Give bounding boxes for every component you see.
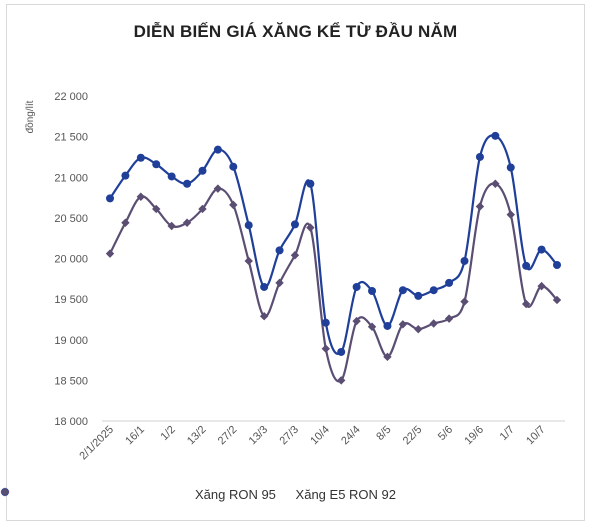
y-tick-label: 19 000 xyxy=(54,335,88,347)
data-point-e5ron92 xyxy=(444,314,454,323)
data-point-e5ron92 xyxy=(259,311,269,321)
data-point-e5ron92 xyxy=(552,295,562,305)
data-point-e5ron92 xyxy=(337,376,346,385)
data-point-e5ron92 xyxy=(167,221,176,231)
y-tick-label: 21 000 xyxy=(54,172,88,184)
y-tick-label: 18 000 xyxy=(54,416,88,428)
y-tick-label: 20 500 xyxy=(54,213,88,225)
x-tick-label: 16/1 xyxy=(123,424,147,448)
x-tick-label: 19/6 xyxy=(462,424,486,448)
data-point-e5ron92 xyxy=(213,184,223,193)
x-tick-label: 27/3 xyxy=(277,424,301,448)
legend: Xăng RON 95 Xăng E5 RON 92 xyxy=(0,487,591,502)
data-point-e5ron92 xyxy=(105,249,115,258)
y-tick-label: 21 500 xyxy=(54,132,88,144)
data-point-ron95 xyxy=(136,153,145,162)
legend-diamond-marker xyxy=(0,487,10,497)
data-point-ron95 xyxy=(414,291,423,300)
data-point-ron95 xyxy=(275,246,284,255)
data-point-e5ron92 xyxy=(537,281,546,291)
x-tick-label: 5/6 xyxy=(436,424,455,443)
series-line-ron95 xyxy=(109,134,558,355)
legend-item-ron95[interactable]: Xăng RON 95 xyxy=(1,487,276,502)
data-point-ron95 xyxy=(106,194,114,203)
data-point-ron95 xyxy=(321,318,330,327)
data-point-e5ron92 xyxy=(290,251,300,260)
data-point-ron95 xyxy=(429,286,438,295)
data-point-ron95 xyxy=(152,160,161,169)
y-tick-label: 22 000 xyxy=(54,91,88,103)
data-point-ron95 xyxy=(383,321,392,330)
data-point-ron95 xyxy=(352,282,361,291)
data-point-e5ron92 xyxy=(398,320,408,329)
x-tick-label: 22/5 xyxy=(401,424,425,448)
data-point-e5ron92 xyxy=(414,324,423,334)
x-axis-ticks: 2/1/2025 16/1 1/2 13/2 27/2 13/3 27/3 10/4 24/4 8… xyxy=(77,424,547,463)
data-point-ron95 xyxy=(183,179,192,188)
data-point-ron95 xyxy=(229,162,238,171)
data-point-ron95 xyxy=(460,256,469,265)
x-tick-label: 27/2 xyxy=(216,424,240,448)
data-point-ron95 xyxy=(491,131,500,140)
data-point-e5ron92 xyxy=(244,256,253,266)
data-point-ron95 xyxy=(260,282,269,291)
y-tick-label: 20 000 xyxy=(54,254,88,266)
data-point-e5ron92 xyxy=(367,322,377,331)
data-point-e5ron92 xyxy=(121,218,130,227)
x-tick-label: 1/7 xyxy=(498,424,517,443)
data-point-e5ron92 xyxy=(506,210,515,219)
x-tick-label: 10/4 xyxy=(308,424,332,448)
data-point-e5ron92 xyxy=(383,352,392,362)
data-point-e5ron92 xyxy=(275,278,284,288)
data-point-ron95 xyxy=(445,278,454,287)
data-point-ron95 xyxy=(368,287,377,295)
data-point-e5ron92 xyxy=(136,192,146,201)
x-tick-label: 13/2 xyxy=(185,424,209,448)
x-tick-label: 24/4 xyxy=(339,424,363,448)
data-point-ron95 xyxy=(553,261,561,269)
chart-title: DIỄN BIẾN GIÁ XĂNG KỂ TỪ ĐẦU NĂM xyxy=(133,22,458,41)
data-point-ron95 xyxy=(290,220,299,229)
series-layer xyxy=(105,131,562,385)
data-point-e5ron92 xyxy=(521,299,531,309)
data-point-ron95 xyxy=(398,286,407,295)
data-point-e5ron92 xyxy=(198,204,207,214)
legend-item-e5ron92[interactable]: Xăng E5 RON 92 xyxy=(0,487,396,502)
data-point-ron95 xyxy=(198,166,207,175)
data-point-e5ron92 xyxy=(152,204,161,214)
x-tick-label: 13/3 xyxy=(247,424,271,448)
data-point-e5ron92 xyxy=(229,200,238,210)
data-point-ron95 xyxy=(506,163,515,172)
data-point-e5ron92 xyxy=(475,202,485,211)
legend-label-ron95: Xăng RON 95 xyxy=(194,487,276,502)
x-tick-label: 8/5 xyxy=(374,424,393,443)
y-axis-label: đồng/lít xyxy=(24,100,36,133)
x-tick-label: 10/7 xyxy=(524,424,548,448)
data-point-ron95 xyxy=(306,179,315,188)
y-tick-label: 18 500 xyxy=(54,375,88,387)
data-point-e5ron92 xyxy=(182,218,192,227)
data-point-e5ron92 xyxy=(306,223,315,232)
y-tick-label: 19 500 xyxy=(54,294,88,306)
data-point-ron95 xyxy=(475,152,484,161)
data-point-e5ron92 xyxy=(460,297,469,306)
data-point-ron95 xyxy=(167,172,176,181)
data-point-ron95 xyxy=(537,245,546,254)
x-tick-label: 1/2 xyxy=(158,424,177,443)
data-point-e5ron92 xyxy=(352,316,361,326)
data-point-ron95 xyxy=(121,171,130,180)
y-axis-ticks: 18 000 18 500 19 000 19 500 20 000 20 500 21 0… xyxy=(54,91,88,428)
data-point-ron95 xyxy=(213,145,222,154)
legend-label-e5ron92: Xăng E5 RON 92 xyxy=(295,487,396,502)
data-point-ron95 xyxy=(337,347,346,356)
data-point-ron95 xyxy=(522,261,531,270)
data-point-e5ron92 xyxy=(321,344,330,353)
chart-frame xyxy=(6,4,585,521)
data-point-ron95 xyxy=(244,221,253,230)
data-point-e5ron92 xyxy=(491,179,500,188)
data-point-e5ron92 xyxy=(429,319,438,328)
x-tick-label: 2/1/2025 xyxy=(77,424,116,463)
